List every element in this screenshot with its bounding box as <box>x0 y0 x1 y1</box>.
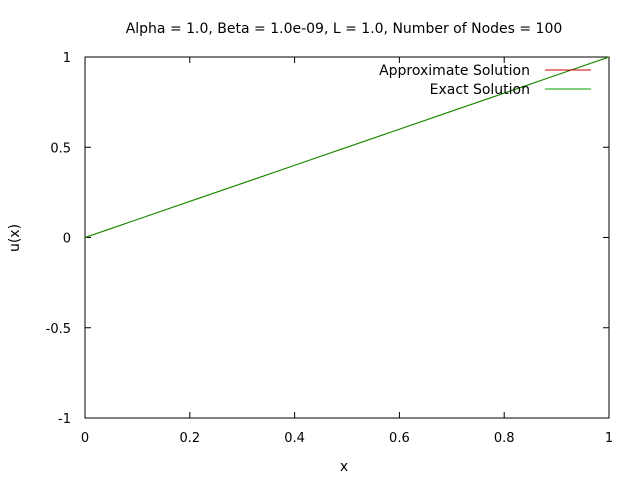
series-line-1 <box>84 56 610 238</box>
y-tick-label: -0.5 <box>46 322 71 337</box>
x-tick-label: 1 <box>605 431 613 446</box>
y-tick-label: -1 <box>58 412 71 427</box>
legend-entry-label: Exact Solution <box>430 82 530 98</box>
y-tick-label: 0 <box>63 232 71 247</box>
x-tick-label: 0.2 <box>179 431 200 446</box>
chart-title: Alpha = 1.0, Beta = 1.0e-09, L = 1.0, Nu… <box>126 21 563 37</box>
plot-frame <box>84 56 610 419</box>
x-tick-label: 0.6 <box>389 431 410 446</box>
x-axis-label: x <box>340 459 348 475</box>
y-axis-label: u(x) <box>7 224 23 252</box>
x-tick-label: 0 <box>81 431 89 446</box>
x-tick-label: 0.4 <box>284 431 305 446</box>
y-tick-label: 1 <box>63 51 71 66</box>
y-tick-label: 0.5 <box>50 141 71 156</box>
legend-entry-label: Approximate Solution <box>379 63 530 79</box>
x-tick-label: 0.8 <box>494 431 515 446</box>
